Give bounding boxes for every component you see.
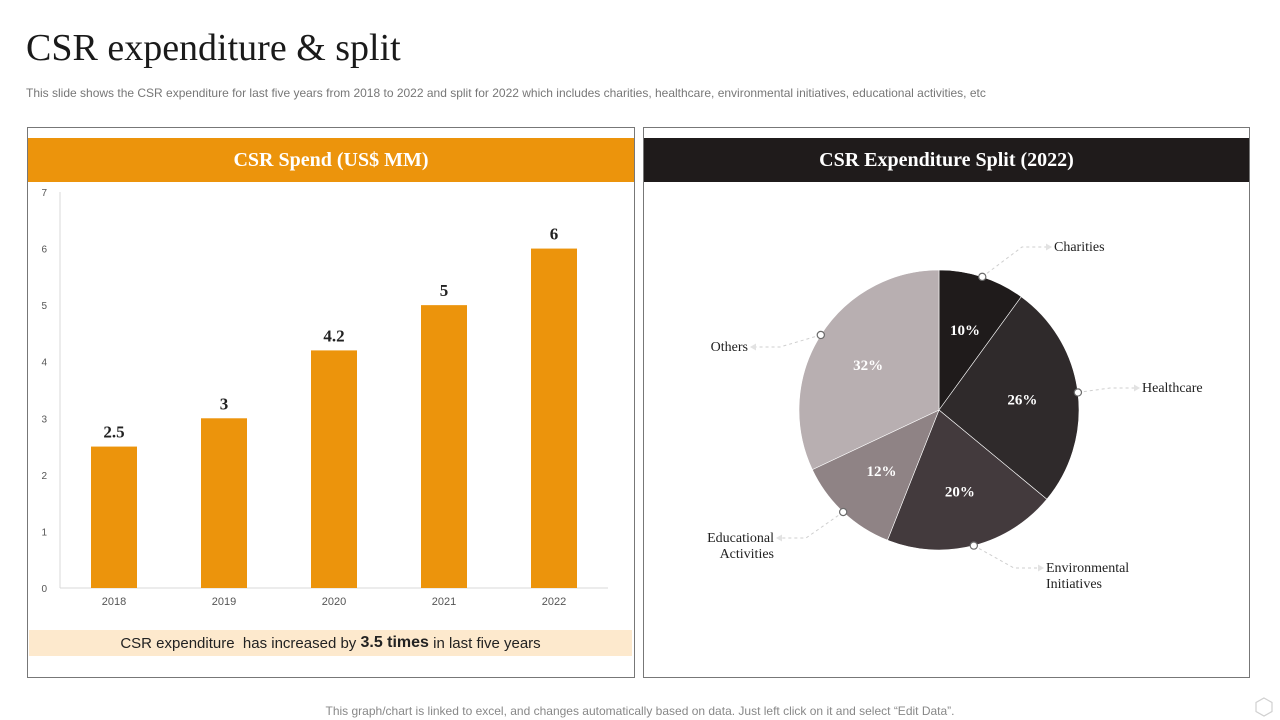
bar-value-label: 6 xyxy=(550,225,559,244)
x-tick-label: 2019 xyxy=(212,596,236,608)
pie-percent-label: 10% xyxy=(950,323,980,339)
pie-legend-label: Activities xyxy=(720,547,774,562)
pie-legend-label: Others xyxy=(711,340,748,355)
leader-line xyxy=(973,545,1038,569)
pie-percent-label: 20% xyxy=(945,484,975,500)
slice-marker xyxy=(978,272,987,282)
leader-line xyxy=(756,334,821,348)
bar-value-label: 3 xyxy=(220,394,229,413)
pie-chart[interactable]: 10% Charities 26% Healthcare 20% Environmenta… xyxy=(644,128,1249,677)
bar-2019 xyxy=(201,418,247,588)
slice-marker xyxy=(1073,388,1083,397)
leader-line xyxy=(981,246,1046,278)
pie-legend-label: Initiatives xyxy=(1046,577,1102,592)
footer-note: This graph/chart is linked to excel, and… xyxy=(325,704,955,718)
x-tick-label: 2020 xyxy=(322,596,346,608)
x-tick-label: 2022 xyxy=(542,596,566,608)
leader-arrow-icon xyxy=(750,343,756,351)
page-title: CSR expenditure & split xyxy=(26,27,401,69)
pie-legend-label: Healthcare xyxy=(1142,381,1203,396)
leader-arrow-icon xyxy=(776,534,782,542)
pie-percent-label: 32% xyxy=(853,358,883,374)
leader-arrow-icon xyxy=(1038,564,1044,572)
bar-chart[interactable]: 0 1 2 3 4 5 6 7 2.5 2018 3 2019 4.2 2020 5 2021 6 2022 xyxy=(28,128,634,628)
slice-marker xyxy=(816,330,825,340)
x-tick-label: 2018 xyxy=(102,596,126,608)
pie-chart-panel: CSR Expenditure Split (2022) 10% Charitie… xyxy=(643,127,1250,678)
growth-callout: CSR expenditure has increased by 3.5 tim… xyxy=(29,630,632,656)
bar-chart-title: CSR Spend (US$ MM) xyxy=(28,138,634,182)
callout-prefix: CSR expenditure has increased by xyxy=(120,634,361,652)
callout-suffix: in last five years xyxy=(428,634,541,652)
pie-percent-label: 12% xyxy=(866,464,896,480)
y-tick-label: 4 xyxy=(41,358,47,369)
leader-arrow-icon xyxy=(1046,243,1052,251)
pie-legend-label: Environmental xyxy=(1046,561,1129,576)
pie-chart-title: CSR Expenditure Split (2022) xyxy=(644,138,1249,182)
leader-line xyxy=(782,511,844,539)
y-tick-label: 3 xyxy=(41,414,47,425)
bar-2022 xyxy=(531,248,577,589)
y-tick-label: 1 xyxy=(41,527,47,538)
bar-value-label: 5 xyxy=(440,281,449,300)
y-tick-label: 0 xyxy=(41,584,47,595)
bar-2021 xyxy=(421,305,467,588)
hexagon-icon xyxy=(1255,697,1273,717)
pie-legend-label: Educational xyxy=(707,531,774,546)
callout-highlight: 3.5 times xyxy=(360,634,429,651)
y-tick-label: 2 xyxy=(41,471,47,482)
pie-legend-label: Charities xyxy=(1054,240,1105,255)
bar-2020 xyxy=(311,350,357,588)
bar-value-label: 4.2 xyxy=(323,326,344,345)
slice-marker xyxy=(838,507,848,517)
page-subtitle: This slide shows the CSR expenditure for… xyxy=(26,86,986,100)
y-tick-label: 7 xyxy=(41,188,47,199)
pie-percent-label: 26% xyxy=(1007,392,1037,408)
leader-arrow-icon xyxy=(1134,384,1140,392)
slice-marker xyxy=(969,541,979,550)
x-tick-label: 2021 xyxy=(432,596,456,608)
y-tick-label: 6 xyxy=(41,245,47,256)
leader-line xyxy=(1077,387,1134,393)
bar-value-label: 2.5 xyxy=(103,423,124,442)
bar-chart-panel: CSR Spend (US$ MM) 0 1 2 3 4 5 6 7 2.5 2018 3 2019 4… xyxy=(27,127,635,678)
y-tick-label: 5 xyxy=(41,301,47,312)
bar-2018 xyxy=(91,446,137,588)
